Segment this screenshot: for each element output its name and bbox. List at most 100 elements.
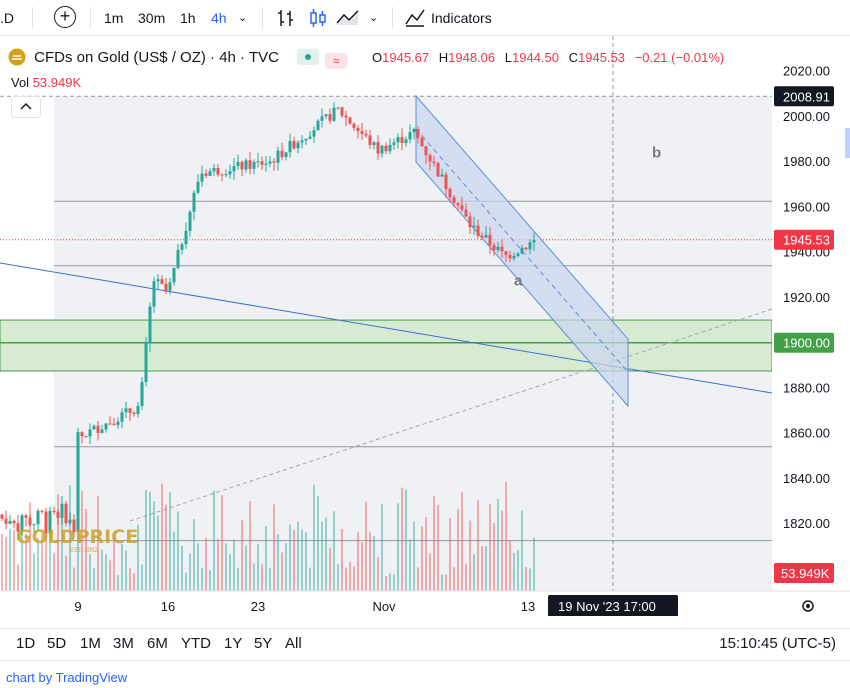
volume-bar — [333, 511, 335, 591]
candle-body — [448, 188, 452, 198]
candle-body — [132, 412, 136, 414]
volume-bar — [1, 533, 3, 591]
candle-body — [380, 145, 384, 154]
candle-body — [20, 515, 24, 532]
volume-bar — [225, 543, 227, 591]
settings-gear-icon[interactable] — [802, 600, 814, 612]
candle-body — [104, 423, 108, 430]
volume-bar — [281, 552, 283, 591]
candle-body — [92, 425, 96, 430]
candle-body — [388, 144, 392, 152]
candle-body — [264, 163, 268, 165]
volume-bars — [1, 481, 535, 591]
interval-4h[interactable]: 4h — [211, 10, 227, 26]
volume-bar — [269, 567, 271, 591]
volume-bar — [5, 536, 7, 591]
wave-label-b: b — [652, 145, 661, 162]
candle-body — [328, 114, 332, 121]
candle-body — [452, 197, 456, 203]
candle-body — [36, 510, 40, 525]
volume-bar — [445, 574, 447, 591]
volume-bar — [373, 536, 375, 591]
symbol-title[interactable]: CFDs on Gold (US$ / OZ) · 4h · TVC — [34, 49, 279, 66]
market-status-icon[interactable] — [297, 49, 320, 65]
candle-body — [32, 524, 36, 526]
range-1y[interactable]: 1Y — [224, 635, 243, 652]
volume-bar — [101, 549, 103, 591]
candle-body — [56, 512, 60, 518]
range-ytd[interactable]: YTD — [181, 635, 211, 652]
chart-area[interactable]: a b GOLDPRICE EST. 2002 2020.00 2000.00 1980.0… — [0, 36, 850, 616]
volume-bar — [313, 484, 315, 591]
volume-bar — [105, 554, 107, 591]
volume-bar — [437, 505, 439, 591]
candle-body — [320, 116, 324, 121]
candle-body — [100, 429, 104, 433]
candle-body — [456, 202, 460, 206]
candle-body — [344, 115, 348, 118]
interval-1h[interactable]: 1h — [180, 10, 196, 26]
volume-bar — [97, 495, 99, 591]
candle-body — [400, 137, 404, 144]
change-value: −0.21 (−0.01%) — [634, 50, 725, 65]
indicators-icon[interactable] — [404, 7, 426, 31]
volume-bar — [117, 575, 119, 591]
add-symbol-button[interactable]: + — [54, 6, 76, 28]
range-1d[interactable]: 1D — [16, 635, 36, 652]
range-6m[interactable]: 6M — [147, 635, 168, 652]
candle-body — [40, 510, 44, 512]
volume-bar — [109, 560, 111, 591]
delayed-data-icon[interactable]: ≈ — [325, 53, 348, 69]
symbol-search-fragment[interactable]: .D — [0, 10, 14, 26]
volume-bar — [217, 538, 219, 591]
interval-30m[interactable]: 30m — [138, 10, 166, 26]
chevron-down-icon[interactable]: ⌄ — [238, 12, 248, 24]
candle-body — [292, 140, 296, 149]
candle-body — [332, 107, 336, 121]
volume-tag-bg — [774, 563, 834, 583]
candle-body — [220, 174, 224, 176]
chevron-down-icon[interactable]: ⌄ — [369, 12, 379, 24]
y-tick-label: 2020.00 — [783, 64, 830, 79]
high-label: H — [438, 50, 449, 65]
high-value: 1948.06 — [448, 50, 496, 65]
volume-bar — [213, 490, 215, 591]
range-5d[interactable]: 5D — [47, 635, 67, 652]
volume-bar — [353, 566, 355, 591]
candle-body — [188, 211, 192, 231]
candle-body — [524, 247, 528, 250]
candle-body — [152, 281, 156, 307]
candle-body — [116, 421, 120, 425]
bottom-toolbar: 1D 5D 1M 3M 6M YTD 1Y 5Y All 15:10:45 (U… — [0, 628, 850, 660]
area-chart-icon[interactable] — [335, 7, 361, 31]
volume-bar — [125, 550, 127, 591]
attribution-link[interactable]: chart by TradingView — [6, 670, 128, 685]
candle-body — [252, 161, 256, 169]
candle-body — [44, 511, 48, 534]
crosshair-price-tag-bg — [774, 86, 834, 107]
interval-1m[interactable]: 1m — [104, 10, 124, 26]
range-5y[interactable]: 5Y — [254, 635, 273, 652]
bar-chart-icon[interactable] — [276, 8, 296, 32]
y-tick-label: 1820.00 — [783, 516, 830, 531]
open-label: O — [372, 50, 383, 65]
range-1m[interactable]: 1M — [80, 635, 101, 652]
candle-body — [472, 225, 476, 228]
candle-body — [516, 253, 520, 256]
volume-bar — [409, 539, 411, 591]
candle-body — [300, 140, 304, 143]
candle-body — [248, 160, 252, 169]
volume-bar — [137, 524, 139, 591]
range-all[interactable]: All — [285, 635, 302, 652]
candle-body — [392, 142, 396, 145]
candle-body — [156, 279, 160, 282]
clock[interactable]: 15:10:45 (UTC-5) — [719, 635, 836, 652]
candle-body — [348, 117, 352, 124]
candles-icon[interactable] — [308, 8, 328, 32]
volume-label: Vol — [11, 75, 30, 90]
crosshair-price-tag: 2008.91 — [783, 89, 830, 104]
indicators-button[interactable]: Indicators — [431, 10, 492, 26]
collapse-legend-button[interactable] — [11, 96, 41, 118]
range-3m[interactable]: 3M — [113, 635, 134, 652]
